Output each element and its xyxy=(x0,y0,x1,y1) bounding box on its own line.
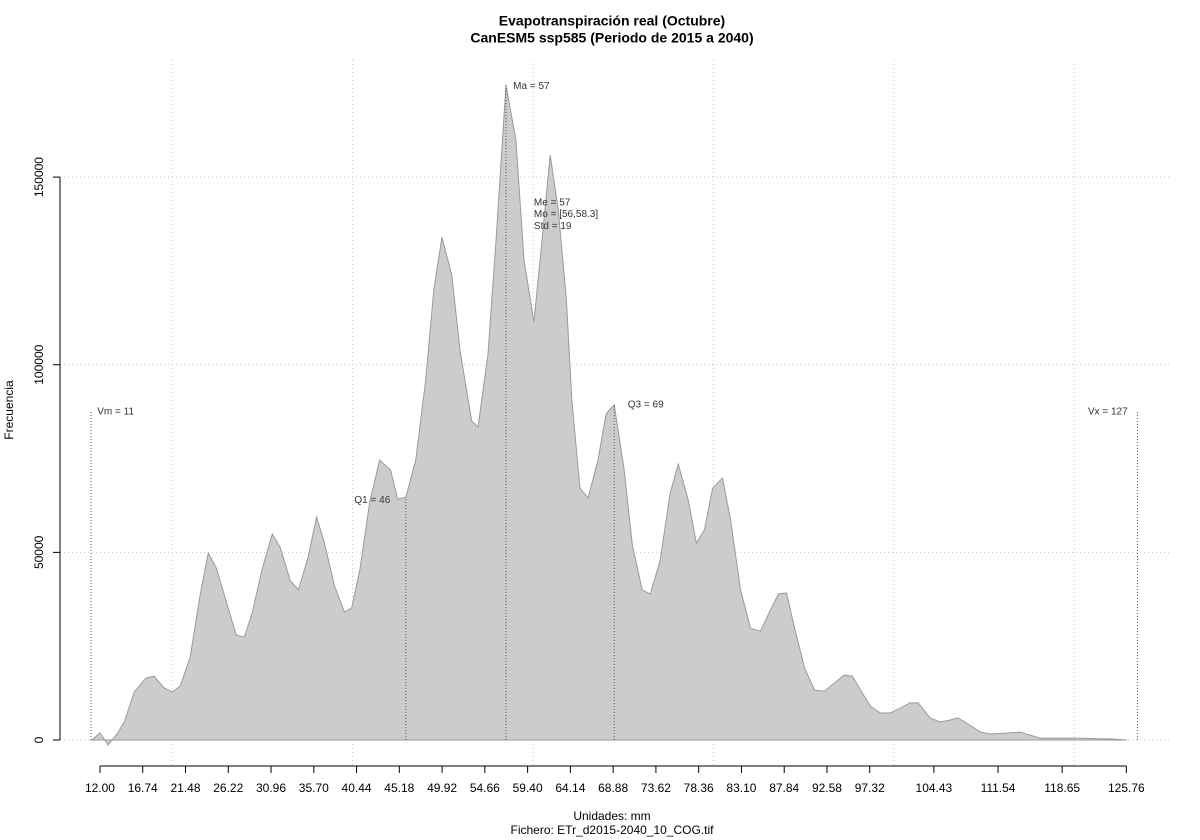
annotation: Q1 = 46 xyxy=(354,495,390,506)
x-tick-label: 16.74 xyxy=(128,781,158,795)
chart-subtitle: CanESM5 ssp585 (Periodo de 2015 a 2040) xyxy=(470,30,753,46)
annotation: Std = 19 xyxy=(534,221,572,232)
x-tick-label: 64.14 xyxy=(555,781,585,795)
caption: Fichero: ETr_d2015-2040_10_COG.tif xyxy=(511,823,715,837)
x-tick-label: 92.58 xyxy=(812,781,842,795)
annotation: Ma = 57 xyxy=(513,81,550,92)
x-tick-label: 83.10 xyxy=(726,781,756,795)
x-tick-label: 35.70 xyxy=(299,781,329,795)
y-tick-label: 150000 xyxy=(32,157,46,197)
x-tick-label: 54.66 xyxy=(470,781,500,795)
x-tick-label: 111.54 xyxy=(981,781,1016,795)
x-tick-label: 30.96 xyxy=(256,781,286,795)
x-tick-label: 87.84 xyxy=(769,781,799,795)
x-tick-label: 21.48 xyxy=(170,781,200,795)
x-tick-label: 40.44 xyxy=(342,781,372,795)
annotation: Mo = [56,58.3] xyxy=(534,209,598,220)
x-tick-label: 68.88 xyxy=(598,781,628,795)
annotation: Vx = 127 xyxy=(1088,407,1128,418)
x-tick-label: 49.92 xyxy=(427,781,457,795)
x-axis-label: Unidades: mm xyxy=(573,809,650,823)
x-tick-label: 12.00 xyxy=(85,781,115,795)
y-tick-label: 100000 xyxy=(32,344,46,384)
y-axis-label: Frecuencia xyxy=(2,380,16,440)
x-tick-label: 104.43 xyxy=(916,781,953,795)
area xyxy=(90,85,1127,746)
x-tick-label: 97.32 xyxy=(855,781,885,795)
x-tick-label: 125.76 xyxy=(1108,781,1145,795)
chart-title: Evapotranspiración real (Octubre) xyxy=(499,13,725,29)
x-tick-label: 45.18 xyxy=(384,781,414,795)
x-tick-label: 78.36 xyxy=(684,781,714,795)
y-tick-label: 0 xyxy=(32,736,46,743)
y-tick-label: 50000 xyxy=(32,535,46,569)
x-tick-label: 59.40 xyxy=(513,781,543,795)
annotation: Vm = 11 xyxy=(97,407,134,418)
x-tick-label: 73.62 xyxy=(641,781,671,795)
annotation: Me = 57 xyxy=(534,198,571,209)
annotation: Q3 = 69 xyxy=(628,400,664,411)
x-tick-label: 118.65 xyxy=(1044,781,1080,795)
x-tick-label: 26.22 xyxy=(213,781,243,795)
